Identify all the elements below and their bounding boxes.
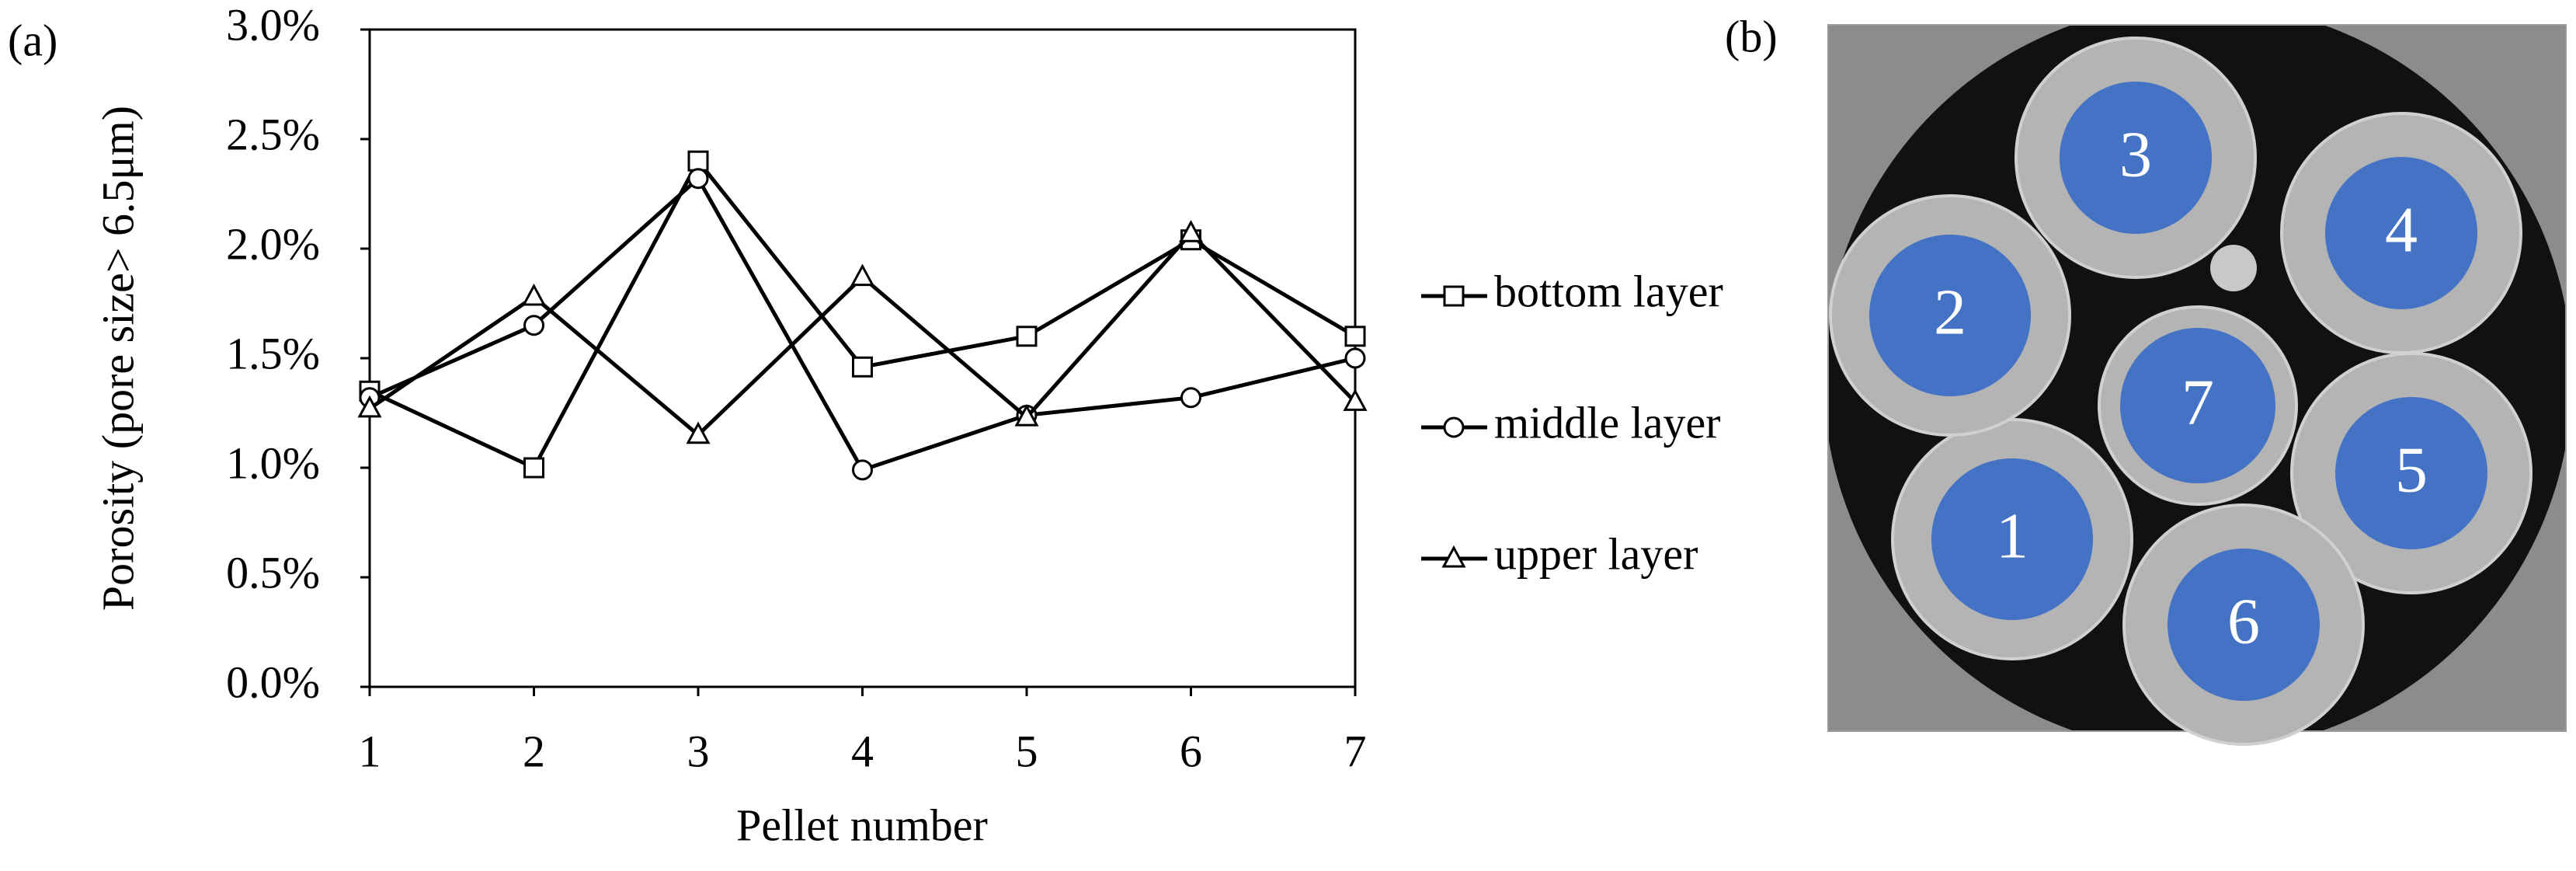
y-tick-label: 2.5% [226, 109, 320, 159]
pellet-label: 7 [2181, 366, 2214, 438]
pellet-label: 4 [2385, 193, 2418, 266]
y-tick-label: 3.0% [226, 0, 320, 50]
x-tick-label: 3 [687, 726, 710, 776]
x-tick-label: 1 [359, 726, 381, 776]
y-tick-label: 0.5% [226, 547, 320, 598]
marker [686, 421, 711, 444]
legend-marker [1443, 416, 1465, 438]
x-tick-label: 6 [1180, 726, 1202, 776]
pellet-label: 6 [2227, 585, 2260, 657]
pellet-label: 5 [2395, 434, 2428, 506]
legend-label: middle layer [1494, 397, 1721, 448]
pellets: 1 2 3 4 5 6 7 [1829, 37, 2533, 746]
y-tick-label: 1.0% [226, 437, 320, 488]
legend-marker [1443, 285, 1465, 307]
x-tick-label: 5 [1016, 726, 1038, 776]
marker [852, 356, 873, 378]
pellet-label: 2 [1934, 276, 1966, 348]
marker [1344, 347, 1366, 369]
marker [1343, 388, 1368, 411]
pellet-label: 3 [2119, 118, 2152, 190]
pellet-core [1931, 458, 2093, 620]
legend-marker [1441, 545, 1466, 568]
pellet-core [2325, 157, 2477, 309]
marker [687, 168, 709, 190]
y-tick-label: 1.5% [226, 328, 320, 378]
marker [1180, 387, 1201, 409]
marker [850, 263, 875, 287]
panel-label: (a) [8, 15, 57, 65]
marker [1178, 220, 1204, 242]
x-tick-label: 2 [523, 726, 545, 776]
marker [523, 315, 544, 336]
marker [523, 457, 544, 479]
legend-label: bottom layer [1494, 266, 1723, 316]
marker [687, 150, 709, 172]
marker [1014, 403, 1039, 427]
marker [1016, 326, 1038, 347]
panel-label: (b) [1725, 11, 1778, 61]
series-line [368, 157, 1357, 471]
y-tick-label: 0.0% [226, 657, 320, 707]
y-axis-title: Porosity (pore size> 6.5μm) [92, 106, 143, 611]
pellet-core [2168, 549, 2320, 701]
pellet-core [1869, 235, 2031, 396]
x-axis-title: Pellet number [736, 800, 988, 850]
x-tick-label: 7 [1344, 726, 1367, 776]
pellet-core [2060, 82, 2212, 234]
x-tick-label: 4 [851, 726, 874, 776]
rod [2210, 245, 2257, 291]
legend-label: upper layer [1494, 528, 1698, 579]
pellet-core [2120, 328, 2275, 483]
y-tick-label: 2.0% [226, 218, 320, 269]
series-line [368, 175, 1356, 472]
marker [852, 459, 873, 481]
marker [521, 283, 547, 306]
pellet-label: 1 [1996, 500, 2028, 572]
pellet-core [2335, 397, 2487, 549]
marker [357, 395, 382, 418]
marker [1344, 326, 1366, 347]
